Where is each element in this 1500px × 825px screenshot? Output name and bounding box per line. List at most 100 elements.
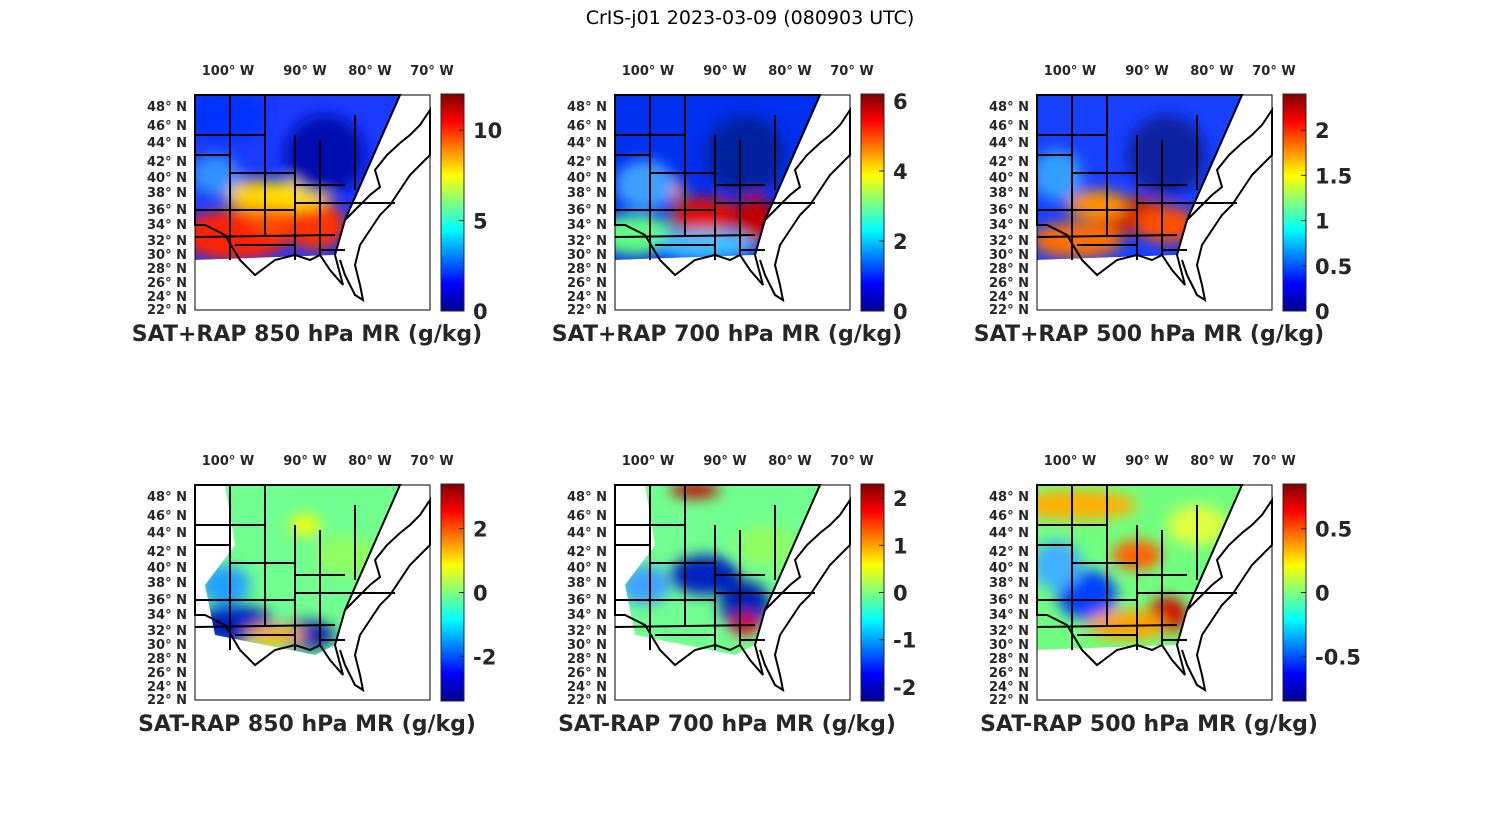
lat-tick-label: 24° N bbox=[567, 680, 607, 695]
moisture-feature bbox=[1037, 150, 1082, 200]
lat-tick-label: 28° N bbox=[567, 652, 607, 667]
lon-tick-label: 90° W bbox=[703, 454, 746, 469]
lat-tick-label: 28° N bbox=[989, 652, 1029, 667]
colorbar-gradient bbox=[440, 93, 465, 312]
satellite-swath bbox=[615, 95, 820, 260]
moisture-feature bbox=[1037, 490, 1137, 520]
lat-tick-label: 22° N bbox=[147, 303, 187, 318]
lat-tick-label: 30° N bbox=[567, 248, 607, 263]
lat-tick-label: 22° N bbox=[989, 303, 1029, 318]
lat-tick-label: 34° N bbox=[147, 218, 187, 233]
lat-tick-label: 40° N bbox=[147, 561, 187, 576]
lat-tick-label: 46° N bbox=[147, 119, 187, 134]
colorbar-tick-label: -2 bbox=[893, 676, 916, 700]
country-outline bbox=[1036, 484, 1244, 676]
lat-tick-label: 42° N bbox=[147, 155, 187, 170]
colorbar-tick-label: 5 bbox=[473, 210, 488, 234]
state-border bbox=[194, 234, 336, 238]
lon-tick-label: 80° W bbox=[1190, 64, 1233, 79]
lon-tick-label: 80° W bbox=[348, 64, 391, 79]
lat-tick-label: 34° N bbox=[567, 608, 607, 623]
lat-tick-label: 26° N bbox=[567, 666, 607, 681]
panel-title: SAT+RAP 850 hPa MR (g/kg) bbox=[132, 322, 482, 347]
lat-tick-label: 32° N bbox=[989, 234, 1029, 249]
lat-tick-label: 34° N bbox=[147, 608, 187, 623]
lat-tick-label: 36° N bbox=[989, 593, 1029, 608]
colorbar-tick-label: 0 bbox=[473, 300, 488, 324]
satellite-swath bbox=[195, 95, 400, 260]
colorbar-tick-label: 1 bbox=[893, 534, 908, 558]
country-outline bbox=[1036, 94, 1244, 286]
map-frame bbox=[614, 94, 851, 311]
coastline bbox=[339, 496, 431, 693]
lon-tick-label: 90° W bbox=[283, 64, 326, 79]
moisture-feature bbox=[1037, 540, 1082, 590]
map-frame bbox=[194, 484, 431, 701]
state-border bbox=[194, 624, 336, 628]
lat-tick-label: 30° N bbox=[147, 248, 187, 263]
coastline bbox=[1181, 496, 1273, 693]
panel-title: SAT-RAP 700 hPa MR (g/kg) bbox=[558, 712, 896, 737]
colorbar: -2 0 2 bbox=[440, 483, 496, 702]
panel-title: SAT+RAP 700 hPa MR (g/kg) bbox=[552, 322, 902, 347]
colorbar-tick-label: 0 bbox=[1315, 300, 1330, 324]
moisture-feature bbox=[625, 565, 670, 605]
lat-tick-label: 42° N bbox=[567, 155, 607, 170]
satellite-swath bbox=[625, 485, 820, 655]
lat-tick-label: 28° N bbox=[567, 262, 607, 277]
map-panel: 100° W 90° W 80° W 70° W 48° N 46° N 44° N 42° … bbox=[138, 454, 496, 737]
moisture-feature bbox=[195, 95, 265, 140]
swath-features bbox=[625, 485, 795, 635]
lat-tick-label: 46° N bbox=[989, 509, 1029, 524]
colorbar-tick-label: 2 bbox=[893, 487, 908, 511]
lon-tick-label: 80° W bbox=[768, 64, 811, 79]
lat-tick-label: 34° N bbox=[567, 218, 607, 233]
swath-features bbox=[615, 115, 785, 260]
lat-tick-label: 48° N bbox=[989, 490, 1029, 505]
lon-tick-label: 90° W bbox=[1125, 64, 1168, 79]
lat-tick-label: 22° N bbox=[147, 693, 187, 708]
lon-tick-label: 90° W bbox=[703, 64, 746, 79]
lat-tick-label: 44° N bbox=[567, 526, 607, 541]
lat-tick-label: 42° N bbox=[989, 155, 1029, 170]
moisture-feature bbox=[670, 197, 740, 233]
lon-tick-label: 70° W bbox=[410, 454, 453, 469]
lat-tick-label: 24° N bbox=[147, 290, 187, 305]
lat-tick-label: 44° N bbox=[989, 136, 1029, 151]
colorbar-gradient bbox=[860, 93, 885, 312]
lon-tick-label: 80° W bbox=[1190, 454, 1233, 469]
lat-tick-label: 42° N bbox=[147, 545, 187, 560]
coastline bbox=[759, 106, 851, 303]
colorbar-tick-label: 4 bbox=[893, 160, 908, 184]
lat-tick-label: 36° N bbox=[567, 203, 607, 218]
state-border bbox=[1036, 234, 1178, 238]
colorbar-tick-label: 6 bbox=[893, 90, 908, 114]
moisture-feature bbox=[285, 115, 365, 195]
colorbar-tick-label: 0.5 bbox=[1315, 518, 1352, 542]
lon-tick-label: 70° W bbox=[830, 64, 873, 79]
map-panel: 100° W 90° W 80° W 70° W 48° N 46° N 44° N 42° … bbox=[552, 64, 908, 347]
country-outline bbox=[614, 484, 822, 676]
colorbar-tick-label: 0 bbox=[473, 582, 488, 606]
lat-tick-label: 46° N bbox=[567, 119, 607, 134]
state-border bbox=[1036, 624, 1178, 628]
lat-tick-label: 28° N bbox=[147, 262, 187, 277]
lon-tick-label: 90° W bbox=[1125, 454, 1168, 469]
lat-tick-label: 30° N bbox=[147, 638, 187, 653]
lat-tick-label: 42° N bbox=[567, 545, 607, 560]
lat-tick-label: 30° N bbox=[989, 248, 1029, 263]
map-panel: 100° W 90° W 80° W 70° W 48° N 46° N 44° N 42° … bbox=[132, 64, 502, 347]
lon-tick-label: 100° W bbox=[622, 64, 675, 79]
lat-tick-label: 40° N bbox=[567, 171, 607, 186]
lat-tick-label: 26° N bbox=[989, 666, 1029, 681]
lat-tick-label: 48° N bbox=[147, 490, 187, 505]
lat-tick-label: 26° N bbox=[147, 666, 187, 681]
moisture-feature bbox=[285, 200, 345, 250]
coastline bbox=[339, 106, 431, 303]
moisture-feature bbox=[205, 565, 250, 605]
colorbar-tick-label: -0.5 bbox=[1315, 645, 1361, 669]
panel-title: SAT+RAP 500 hPa MR (g/kg) bbox=[974, 322, 1324, 347]
colorbar-tick-label: 0 bbox=[893, 300, 908, 324]
satellite-swath bbox=[1037, 95, 1242, 260]
lat-tick-label: 28° N bbox=[989, 262, 1029, 277]
